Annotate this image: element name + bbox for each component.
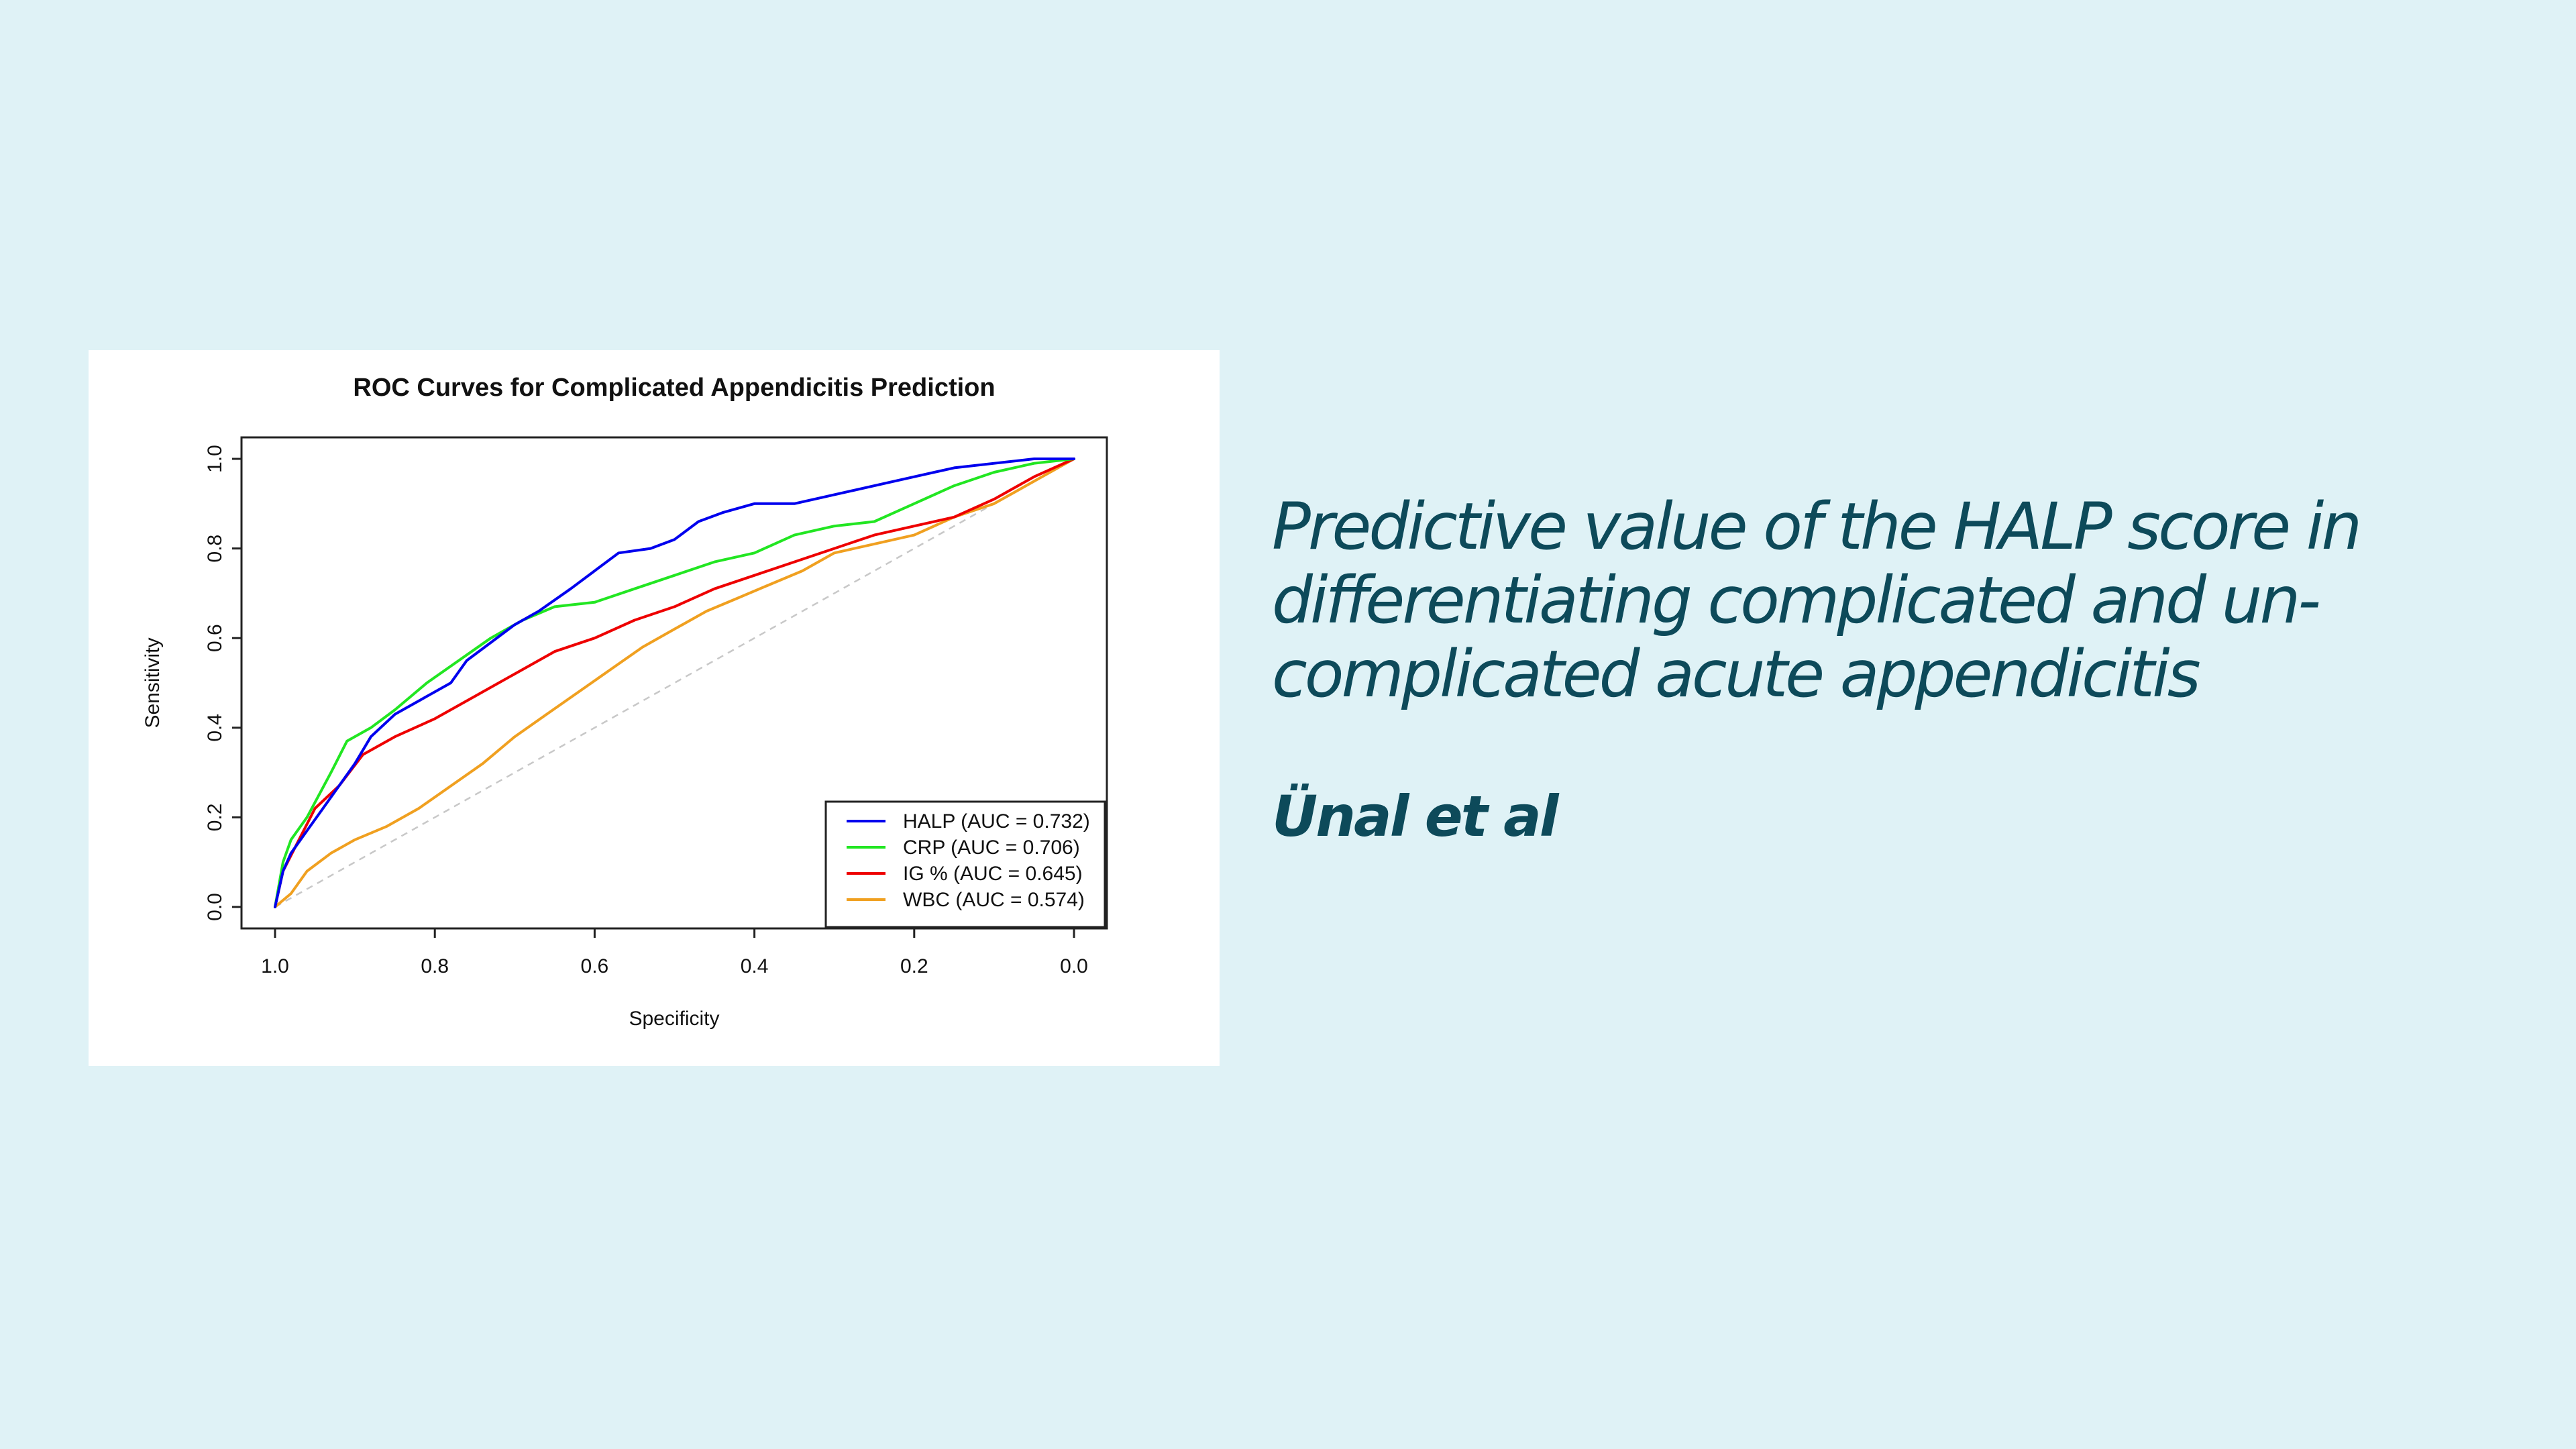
y-tick-label: 0.8 [204, 535, 226, 563]
chart-title: ROC Curves for Complicated Appendicitis … [353, 374, 995, 402]
roc-line-wbc [274, 458, 1075, 908]
x-tick-label: 0.6 [581, 955, 609, 977]
roc-line-crp [274, 458, 1075, 908]
legend-label-wbc: WBC (AUC = 0.574) [903, 889, 1085, 911]
legend-items: HALP (AUC = 0.732) CRP (AUC = 0.706) IG % … [847, 810, 1090, 911]
roc-line-halp [274, 458, 1075, 908]
slide-headline: Predictive value of the HALP score in di… [1272, 489, 2362, 712]
legend-box: HALP (AUC = 0.732) CRP (AUC = 0.706) IG % … [824, 800, 1106, 928]
roc-chart: ROC Curves for Complicated Appendicitis … [142, 374, 1108, 1030]
slide-authors: Ünal et al [1272, 784, 1559, 849]
text-panel: Predictive value of the HALP score in di… [1272, 490, 2520, 849]
legend-label-halp: HALP (AUC = 0.732) [903, 810, 1090, 833]
reference-diagonal-line [274, 458, 1075, 908]
y-tick-label: 1.0 [204, 445, 226, 473]
x-tick-label: 0.8 [421, 955, 449, 977]
y-tick-label: 0.2 [204, 804, 226, 832]
x-tick-label: 0.4 [741, 955, 769, 977]
y-tick-label: 0.4 [204, 714, 226, 742]
axis-layer: 1.0 0.8 0.6 0.4 0.2 0.0 0.0 0.2 0.4 0.6 0.8 1.0 [204, 445, 1088, 977]
legend-label-crp: CRP (AUC = 0.706) [903, 837, 1080, 859]
x-tick-label: 1.0 [261, 955, 289, 977]
x-tick-label: 0.0 [1060, 955, 1088, 977]
legend-label-ig: IG % (AUC = 0.645) [903, 863, 1083, 885]
y-axis-label: Sensitivity [142, 637, 164, 728]
legend-frame [824, 800, 1106, 928]
roc-figure-card: ROC Curves for Complicated Appendicitis … [89, 350, 1220, 1066]
y-tick-label: 0.6 [204, 624, 226, 652]
x-tick-label: 0.2 [900, 955, 928, 977]
y-tick-label: 0.0 [204, 893, 226, 921]
series-layer [274, 458, 1075, 908]
x-axis-label: Specificity [629, 1008, 719, 1030]
